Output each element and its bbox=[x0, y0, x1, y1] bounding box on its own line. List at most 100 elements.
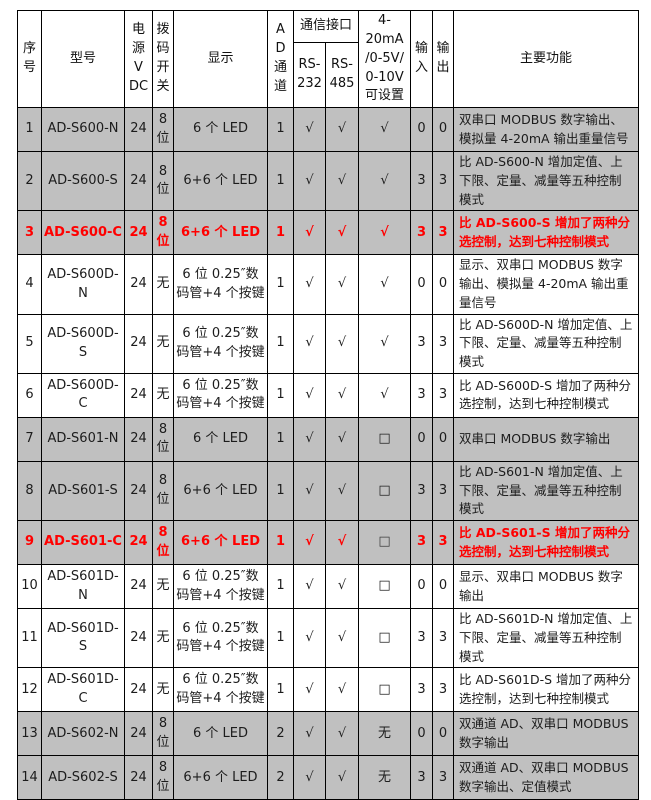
cell-rs485-check: √ bbox=[324, 667, 360, 713]
cell-ad-channel: 1 bbox=[267, 416, 294, 462]
cell-output-count: 3 bbox=[432, 667, 455, 713]
table-row: 6 AD-S600D-C 24 无 6 位 0.25″数码管+4 个按键 1 √ √ √ 3 3 比 … bbox=[17, 372, 640, 418]
cell-power: 24 bbox=[124, 372, 153, 418]
table-row: 1 AD-S600-N 24 8位 6 个 LED 1 √ √ √ 0 0 双串口 MODBUS 数字… bbox=[17, 107, 640, 153]
cell-model: AD-S600-N bbox=[41, 107, 125, 153]
cell-display: 6+6 个 LED bbox=[173, 210, 268, 256]
cell-power: 24 bbox=[124, 416, 153, 462]
cell-output-count: 3 bbox=[432, 210, 455, 256]
cell-ad-channel: 1 bbox=[267, 460, 294, 522]
cell-output-count: 0 bbox=[432, 254, 455, 315]
cell-input-count: 3 bbox=[410, 151, 434, 212]
cell-input-count: 0 bbox=[410, 564, 434, 610]
cell-power: 24 bbox=[124, 564, 153, 610]
cell-analog-output: √ bbox=[358, 313, 412, 374]
cell-rs485-check: √ bbox=[324, 564, 360, 610]
cell-rs232-check: √ bbox=[293, 460, 326, 522]
cell-analog-output: √ bbox=[358, 107, 412, 153]
table-row: 8 AD-S601-S 24 8位 6+6 个 LED 1 √ √ □ 3 3 比 AD-S601-N… bbox=[17, 460, 640, 522]
cell-serial-number: 1 bbox=[17, 107, 42, 153]
cell-input-count: 3 bbox=[410, 313, 434, 374]
cell-model: AD-S601D-S bbox=[41, 608, 125, 669]
cell-ad-channel: 1 bbox=[267, 313, 294, 374]
cell-analog-output: 无 bbox=[358, 755, 412, 800]
cell-serial-number: 13 bbox=[17, 711, 42, 757]
cell-output-count: 3 bbox=[432, 460, 455, 522]
cell-power: 24 bbox=[124, 254, 153, 315]
cell-dip-switch: 无 bbox=[152, 372, 174, 418]
cell-rs232-check: √ bbox=[293, 711, 326, 757]
col-header-rs485: RS- 485 bbox=[324, 42, 360, 109]
cell-input-count: 3 bbox=[410, 667, 434, 713]
cell-rs485-check: √ bbox=[324, 711, 360, 757]
cell-power: 24 bbox=[124, 210, 153, 256]
cell-analog-output: □ bbox=[358, 416, 412, 462]
cell-power: 24 bbox=[124, 107, 153, 153]
cell-serial-number: 6 bbox=[17, 372, 42, 418]
cell-dip-switch: 8位 bbox=[152, 460, 174, 522]
cell-rs485-check: √ bbox=[324, 608, 360, 669]
cell-main-function: 比 AD-S601D-S 增加了两种分选控制，达到七种控制模式 bbox=[453, 667, 640, 713]
table-row: 3 AD-S600-C 24 8位 6+6 个 LED 1 √ √ √ 3 3 比 AD-S600-S… bbox=[17, 210, 640, 256]
cell-serial-number: 5 bbox=[17, 313, 42, 374]
cell-power: 24 bbox=[124, 608, 153, 669]
cell-model: AD-S600D-N bbox=[41, 254, 125, 315]
table-row: 11 AD-S601D-S 24 无 6 位 0.25″数码管+4 个按键 1 √ √ □ 3 3 比… bbox=[17, 608, 640, 669]
cell-rs485-check: √ bbox=[324, 313, 360, 374]
cell-analog-output: □ bbox=[358, 460, 412, 522]
cell-output-count: 3 bbox=[432, 151, 455, 212]
cell-main-function: 比 AD-S600D-N 增加定值、上下限、定量、减量等五种控制模式 bbox=[453, 313, 640, 374]
col-header-power: 电源 V DC bbox=[124, 9, 153, 109]
cell-rs485-check: √ bbox=[324, 210, 360, 256]
table-row: 4 AD-S600D-N 24 无 6 位 0.25″数码管+4 个按键 1 √ √ √ 0 0 显示… bbox=[17, 254, 640, 315]
cell-ad-channel: 2 bbox=[267, 755, 294, 800]
cell-display: 6 位 0.25″数码管+4 个按键 bbox=[173, 608, 268, 669]
cell-output-count: 0 bbox=[432, 107, 455, 153]
cell-display: 6 位 0.25″数码管+4 个按键 bbox=[173, 667, 268, 713]
cell-power: 24 bbox=[124, 313, 153, 374]
cell-input-count: 3 bbox=[410, 372, 434, 418]
cell-rs485-check: √ bbox=[324, 755, 360, 800]
cell-display: 6+6 个 LED bbox=[173, 755, 268, 800]
cell-dip-switch: 8位 bbox=[152, 711, 174, 757]
cell-dip-switch: 无 bbox=[152, 667, 174, 713]
cell-serial-number: 7 bbox=[17, 416, 42, 462]
cell-ad-channel: 1 bbox=[267, 667, 294, 713]
cell-power: 24 bbox=[124, 460, 153, 522]
cell-dip-switch: 8位 bbox=[152, 755, 174, 800]
cell-power: 24 bbox=[124, 520, 153, 566]
cell-model: AD-S602-N bbox=[41, 711, 125, 757]
cell-rs232-check: √ bbox=[293, 107, 326, 153]
cell-input-count: 0 bbox=[410, 254, 434, 315]
cell-output-count: 3 bbox=[432, 608, 455, 669]
col-header-comm-interface: 通信接口 bbox=[292, 9, 360, 44]
cell-main-function: 双通道 AD、双串口 MODBUS 数字输出、定值模式 bbox=[453, 755, 640, 800]
cell-rs485-check: √ bbox=[324, 416, 360, 462]
cell-display: 6 个 LED bbox=[173, 107, 268, 153]
cell-dip-switch: 8位 bbox=[152, 107, 174, 153]
cell-rs232-check: √ bbox=[293, 313, 326, 374]
cell-rs232-check: √ bbox=[293, 608, 326, 669]
cell-display: 6 个 LED bbox=[173, 416, 268, 462]
cell-model: AD-S602-S bbox=[41, 755, 125, 800]
cell-ad-channel: 1 bbox=[267, 151, 294, 212]
product-spec-table: 序号 型号 电源 V DC 拨码开关 显示 A D 通 道 通信接口 4-20m… bbox=[17, 9, 640, 800]
col-header-input-count: 输 入 bbox=[410, 9, 434, 109]
cell-dip-switch: 8位 bbox=[152, 520, 174, 566]
cell-rs232-check: √ bbox=[293, 667, 326, 713]
cell-rs485-check: √ bbox=[324, 107, 360, 153]
cell-model: AD-S600-C bbox=[41, 210, 125, 256]
cell-dip-switch: 无 bbox=[152, 313, 174, 374]
cell-serial-number: 8 bbox=[17, 460, 42, 522]
cell-input-count: 0 bbox=[410, 711, 434, 757]
cell-display: 6+6 个 LED bbox=[173, 520, 268, 566]
cell-ad-channel: 1 bbox=[267, 210, 294, 256]
cell-output-count: 3 bbox=[432, 372, 455, 418]
cell-main-function: 双串口 MODBUS 数字输出、模拟量 4-20mA 输出重量信号 bbox=[453, 107, 640, 153]
cell-main-function: 双通道 AD、双串口 MODBUS 数字输出 bbox=[453, 711, 640, 757]
cell-ad-channel: 1 bbox=[267, 254, 294, 315]
col-header-dip-switch: 拨码开关 bbox=[152, 9, 174, 109]
cell-serial-number: 12 bbox=[17, 667, 42, 713]
col-header-serial-number: 序号 bbox=[17, 9, 42, 109]
